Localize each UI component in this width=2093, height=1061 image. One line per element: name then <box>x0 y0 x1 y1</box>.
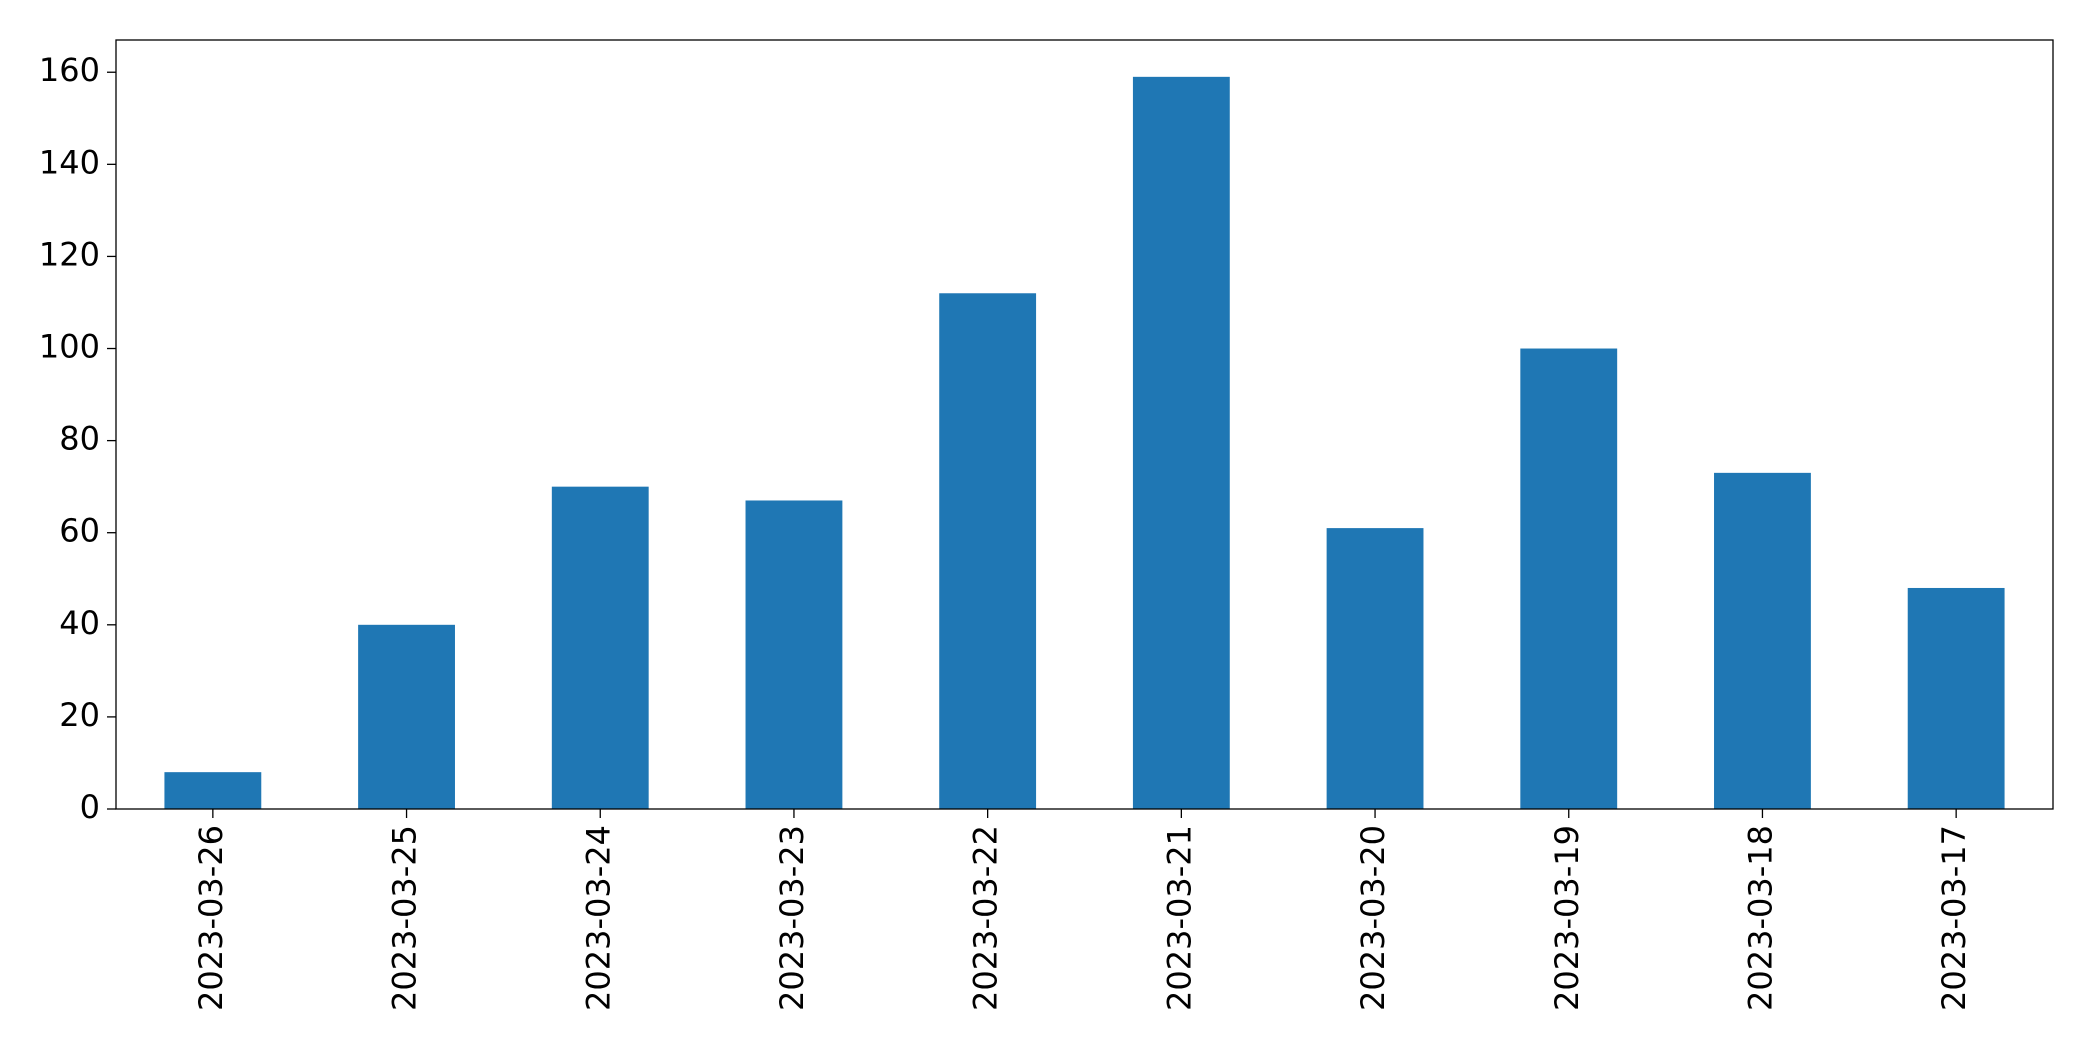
x-tick-label: 2023-03-22 <box>967 825 1005 1011</box>
y-tick-label: 160 <box>39 51 100 89</box>
y-tick-label: 40 <box>59 604 100 642</box>
bar <box>1907 587 2005 809</box>
x-tick-label: 2023-03-21 <box>1160 825 1198 1011</box>
x-tick-label: 2023-03-23 <box>773 825 811 1011</box>
bar <box>358 624 455 809</box>
bar <box>1520 348 1618 809</box>
bar <box>551 486 649 809</box>
x-tick-label: 2023-03-18 <box>1741 825 1779 1011</box>
y-tick-label: 80 <box>59 420 100 458</box>
y-tick-label: 120 <box>39 235 100 273</box>
x-tick-label: 2023-03-17 <box>1935 825 1973 1011</box>
y-tick-label: 0 <box>80 788 100 826</box>
axes-frame <box>115 39 2054 810</box>
bar <box>1326 528 1424 809</box>
x-tick-label: 2023-03-25 <box>386 825 424 1011</box>
x-tick-label: 2023-03-20 <box>1354 825 1392 1011</box>
y-tick-label: 140 <box>39 143 100 181</box>
y-tick-label: 100 <box>39 328 100 366</box>
y-tick-label: 20 <box>59 696 100 734</box>
x-tick-label: 2023-03-26 <box>192 825 230 1011</box>
bar <box>1132 76 1230 810</box>
bar <box>939 293 1037 810</box>
bar <box>1714 472 1811 809</box>
bar <box>164 772 262 809</box>
bar <box>745 500 843 809</box>
x-tick-label: 2023-03-19 <box>1548 825 1586 1011</box>
y-tick-label: 60 <box>59 512 100 550</box>
x-tick-label: 2023-03-24 <box>579 825 617 1011</box>
